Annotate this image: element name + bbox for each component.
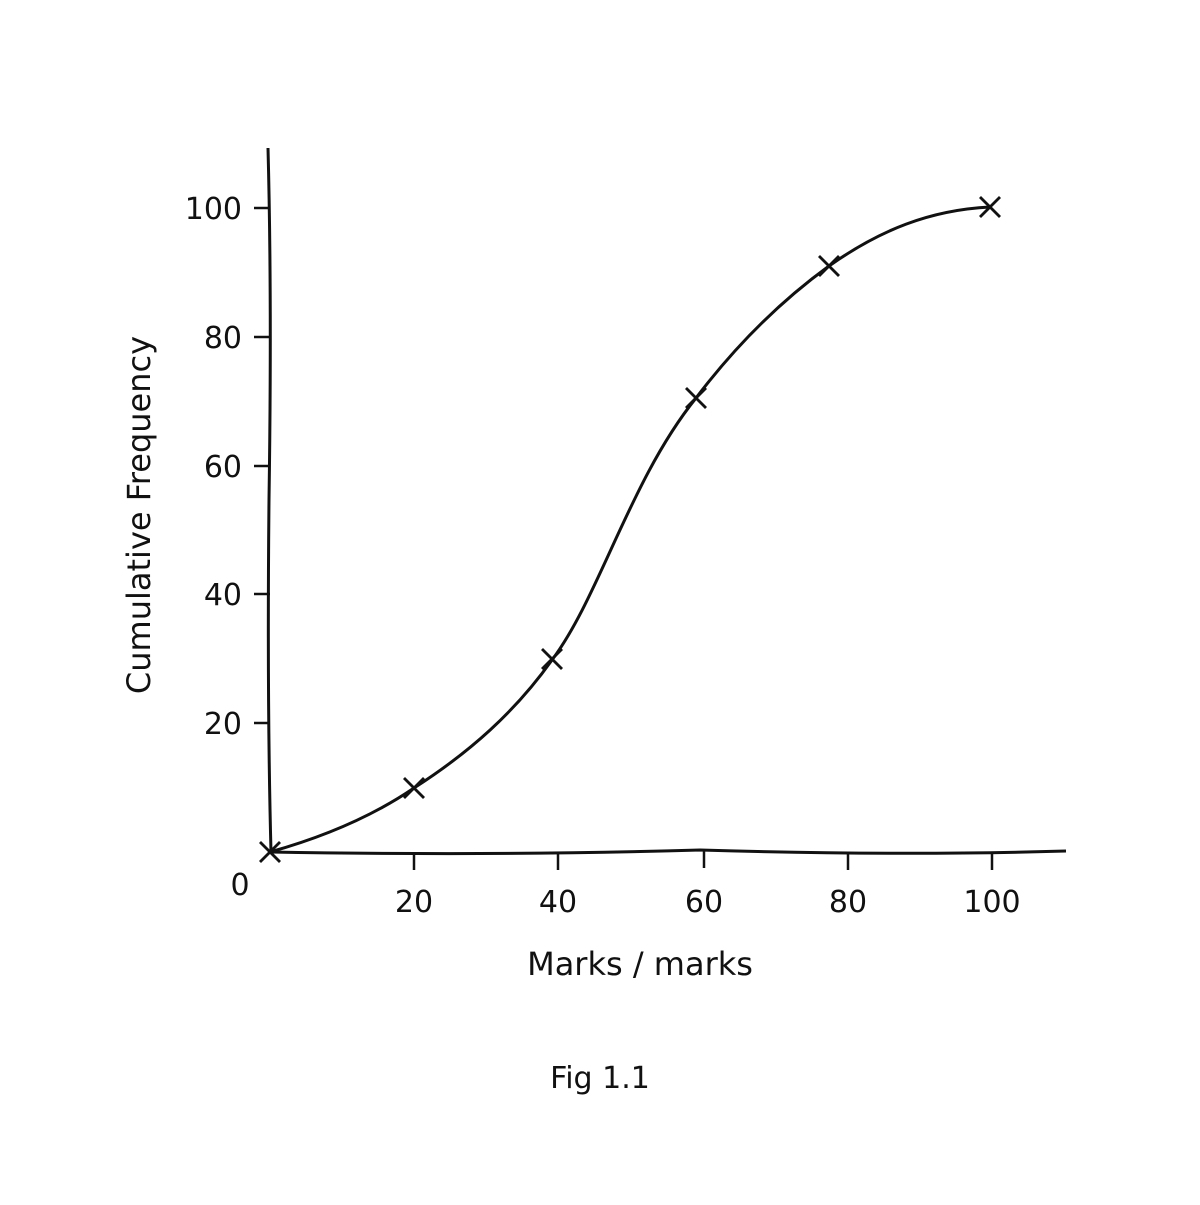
cross-marker-icon <box>403 777 425 799</box>
y-tick-label-100: 100 <box>185 192 242 227</box>
data-point-markers <box>259 196 1001 863</box>
cross-marker-icon <box>685 387 707 409</box>
cross-marker-icon <box>259 841 281 863</box>
cumulative-frequency-curve <box>269 205 991 854</box>
y-tick-label-60: 60 <box>204 450 242 485</box>
x-tick-label-40: 40 <box>539 885 577 920</box>
y-axis-ticks <box>254 206 270 725</box>
cross-marker-icon <box>541 648 563 670</box>
y-tick-label-20: 20 <box>204 707 242 742</box>
cross-marker-icon <box>818 255 840 277</box>
x-tick-label-20: 20 <box>395 885 433 920</box>
x-axis-title: Marks / marks <box>527 945 753 983</box>
x-tick-label-60: 60 <box>685 885 723 920</box>
y-tick-label-80: 80 <box>204 321 242 356</box>
origin-label: 0 <box>230 868 249 903</box>
x-axis-line <box>269 848 1067 856</box>
x-axis-ticks <box>412 851 994 870</box>
y-tick-label-40: 40 <box>204 578 242 613</box>
y-axis-line <box>266 147 273 853</box>
x-tick-label-100: 100 <box>963 885 1020 920</box>
y-axis-title: Cumulative Frequency <box>120 336 158 694</box>
figure-caption: Fig 1.1 <box>550 1061 650 1096</box>
cross-marker-icon <box>979 196 1001 218</box>
x-tick-label-80: 80 <box>829 885 867 920</box>
